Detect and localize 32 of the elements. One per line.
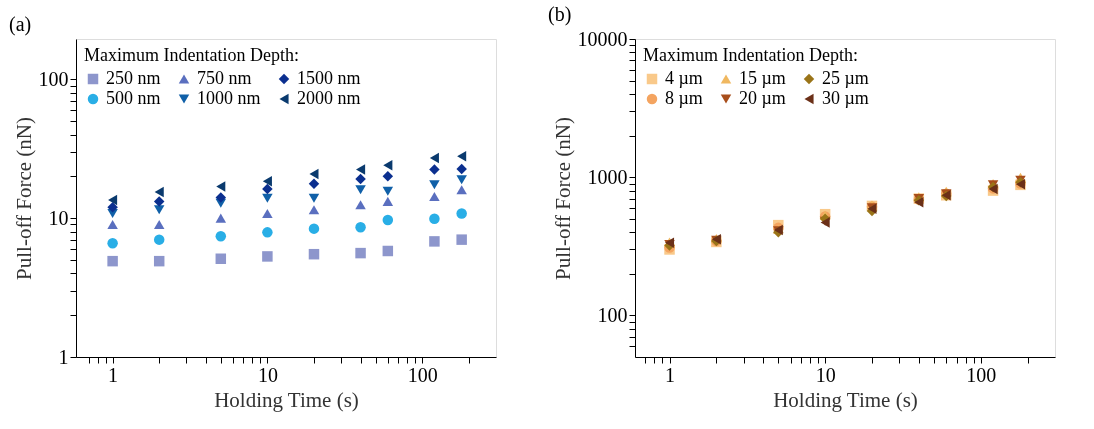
legend-label: 2000 nm [297,88,361,108]
legend-label: 30 µm [822,88,869,108]
legend-label: 15 µm [739,68,786,88]
legend-label: 1000 nm [197,88,261,108]
legend-label: 8 µm [665,88,703,108]
legend-title: Maximum Indentation Depth: [643,45,858,65]
chart-title: (a) [9,13,32,36]
y-tick-label: 100 [597,303,628,326]
legend-label: 25 µm [822,68,869,88]
chart-title: (b) [548,3,572,26]
y-axis-title: Pull-off Force (nN) [550,117,575,280]
x-tick-label: 10 [815,363,836,386]
x-tick-label: 100 [966,363,997,386]
legend-label: 500 nm [106,88,161,108]
x-tick-label: 1 [108,363,119,386]
x-tick-label: 100 [407,363,438,386]
legend-label: 750 nm [197,68,252,88]
legend-title: Maximum Indentation Depth: [84,45,299,65]
y-tick-label: 10 [48,206,69,229]
x-tick-label: 10 [257,363,278,386]
legend-label: 250 nm [106,68,161,88]
y-tick-label: 1000 [587,165,628,188]
legend-label: 20 µm [739,88,786,108]
y-tick-label: 10000 [577,27,628,50]
x-axis-title: Holding Time (s) [214,387,359,412]
y-tick-label: 1 [58,345,69,368]
y-tick-label: 100 [38,67,69,90]
x-axis-title: Holding Time (s) [773,387,918,412]
legend-label: 4 µm [665,68,703,88]
y-axis-title: Pull-off Force (nN) [11,117,36,280]
x-tick-label: 1 [665,363,676,386]
legend-label: 1500 nm [297,68,361,88]
